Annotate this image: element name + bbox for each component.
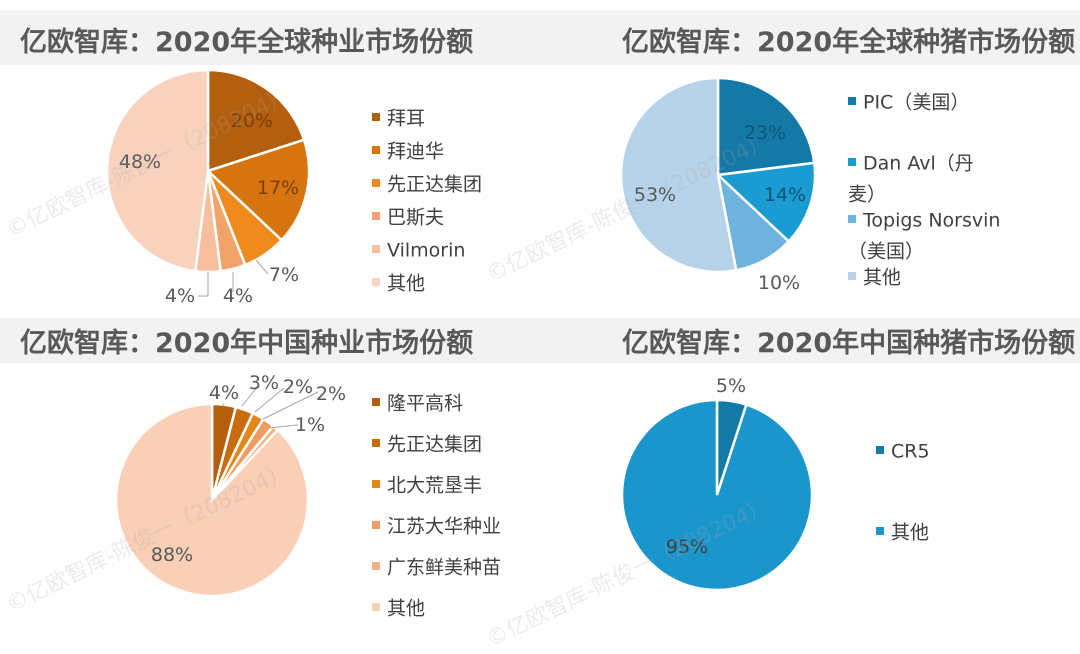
legend-label: 拜耳 [387,107,426,130]
legend-label: 江苏大华种业 [387,515,502,538]
legend-item: 先正达集团 [372,432,482,457]
legend-swatch [372,479,380,488]
legend-item: CR5 [876,439,930,464]
label-leader-line [267,424,299,429]
pie-global-seed: 20% 17% 7% 4% 4% 48% [105,68,311,307]
legend-label: Dan Avl（丹麦） [848,152,974,206]
legend-swatch [372,561,380,570]
data-label: 14% [764,184,806,206]
chart-title-global-seed: 亿欧智库：2020年全球种业市场份额 [20,27,474,58]
label-leader-line [198,272,209,297]
title-band-bottom [0,318,1080,363]
legend-swatch [848,214,856,223]
label-leader-line [254,387,285,413]
data-label: 20% [231,110,273,132]
chart-title-china-pig: 亿欧智库：2020年中国种猪市场份额 [622,328,1076,359]
legend-item: 隆平高科 [372,391,463,416]
legend-item: 江苏大华种业 [372,514,501,539]
data-label: 10% [758,272,800,294]
data-label: 2% [316,383,346,405]
legend-swatch [372,145,380,154]
legend-item: Topigs Norsvin（美国） [848,205,1023,266]
label-leader-line [262,391,319,420]
legend-item: Dan Avl（丹麦） [848,148,998,209]
legend-label: Topigs Norsvin（美国） [848,209,1001,263]
legend-swatch [876,526,884,535]
legend-item: Vilmorin [372,238,465,263]
legend-item: 其他 [848,265,901,290]
legend-item: 广东鲜美种苗 [372,555,501,580]
legend-item: 其他 [372,596,425,621]
data-label: 17% [257,177,299,199]
pie-china-seed: 4% 3% 2% 2%1%88% [114,372,346,598]
legend-item: 拜迪华 [372,139,444,164]
legend-label: PIC（美国） [863,91,970,114]
data-label: 48% [119,151,161,173]
legend-item: 拜耳 [372,106,425,131]
chart-title-global-pig: 亿欧智库：2020年全球种猪市场份额 [622,27,1076,58]
data-label: 5% [716,375,746,397]
legend-swatch [372,112,380,121]
pie-slice-0 [716,76,816,177]
legend-item: PIC（美国） [848,90,969,115]
legend-label: 先正达集团 [387,173,483,196]
legend-swatch [372,211,380,220]
chart-title-china-seed: 亿欧智库：2020年中国种业市场份额 [20,328,474,359]
legend-label: 其他 [387,597,426,620]
data-label: 95% [666,536,708,558]
legend-swatch [876,445,884,454]
data-label: 2% [283,376,313,398]
pie-slice-5 [105,68,210,273]
legend-swatch [372,602,380,611]
legend-label: 隆平高科 [387,392,464,415]
data-label: 53% [634,184,676,206]
legend-label: 其他 [387,272,426,295]
legend-item: 北大荒垦丰 [372,473,482,498]
legend-label: 先正达集团 [387,433,483,456]
legend-label: 其他 [891,521,930,544]
pie-slice-1 [715,161,817,244]
legend-label: 北大荒垦丰 [387,474,483,497]
legend-label: 广东鲜美种苗 [387,556,502,579]
data-label: 4% [209,382,239,404]
legend-label: 巴斯夫 [387,206,445,229]
data-label: 4% [223,285,253,307]
legend-item: 其他 [876,520,929,545]
legend-item: 先正达集团 [372,172,482,197]
label-leader-line [255,259,269,275]
title-band-top [0,10,1080,65]
legend-label: 其他 [863,266,902,289]
pie-slice-3 [619,76,738,274]
pie-charts-canvas: 20%17%7%4%4%48% 23%14%10%53% 4% 3% 2% 2%1%8… [105,68,817,598]
legend-swatch [372,277,380,286]
data-label: 4% [165,285,195,307]
pie-slice-0 [206,68,306,173]
legend-label: Vilmorin [387,239,466,262]
legend-label: CR5 [891,440,930,463]
pie-slice-1 [620,398,814,592]
pie-slice-1 [205,138,311,242]
legend-swatch [848,157,856,166]
legend-swatch [848,96,856,105]
legend-item: 巴斯夫 [372,205,444,230]
data-label: 23% [744,122,786,144]
pie-china-pig: 5% 95% [620,375,814,592]
pie-global-pig: 23% 14% 10% 53% [619,76,817,294]
legend-swatch [372,244,380,253]
pie-slice-5 [114,402,310,598]
legend-swatch [372,520,380,529]
legend-label: 拜迪华 [387,140,445,163]
legend-swatch [372,397,380,406]
label-leader-line [241,385,259,407]
legend-swatch [848,271,856,280]
data-label: 3% [249,372,279,394]
label-leader-line [221,403,225,407]
data-label: 1% [295,414,325,436]
legend-item: 其他 [372,271,425,296]
legend-swatch [372,178,380,187]
data-label: 88% [151,544,193,566]
data-label: 7% [269,264,299,286]
legend-swatch [372,438,380,447]
